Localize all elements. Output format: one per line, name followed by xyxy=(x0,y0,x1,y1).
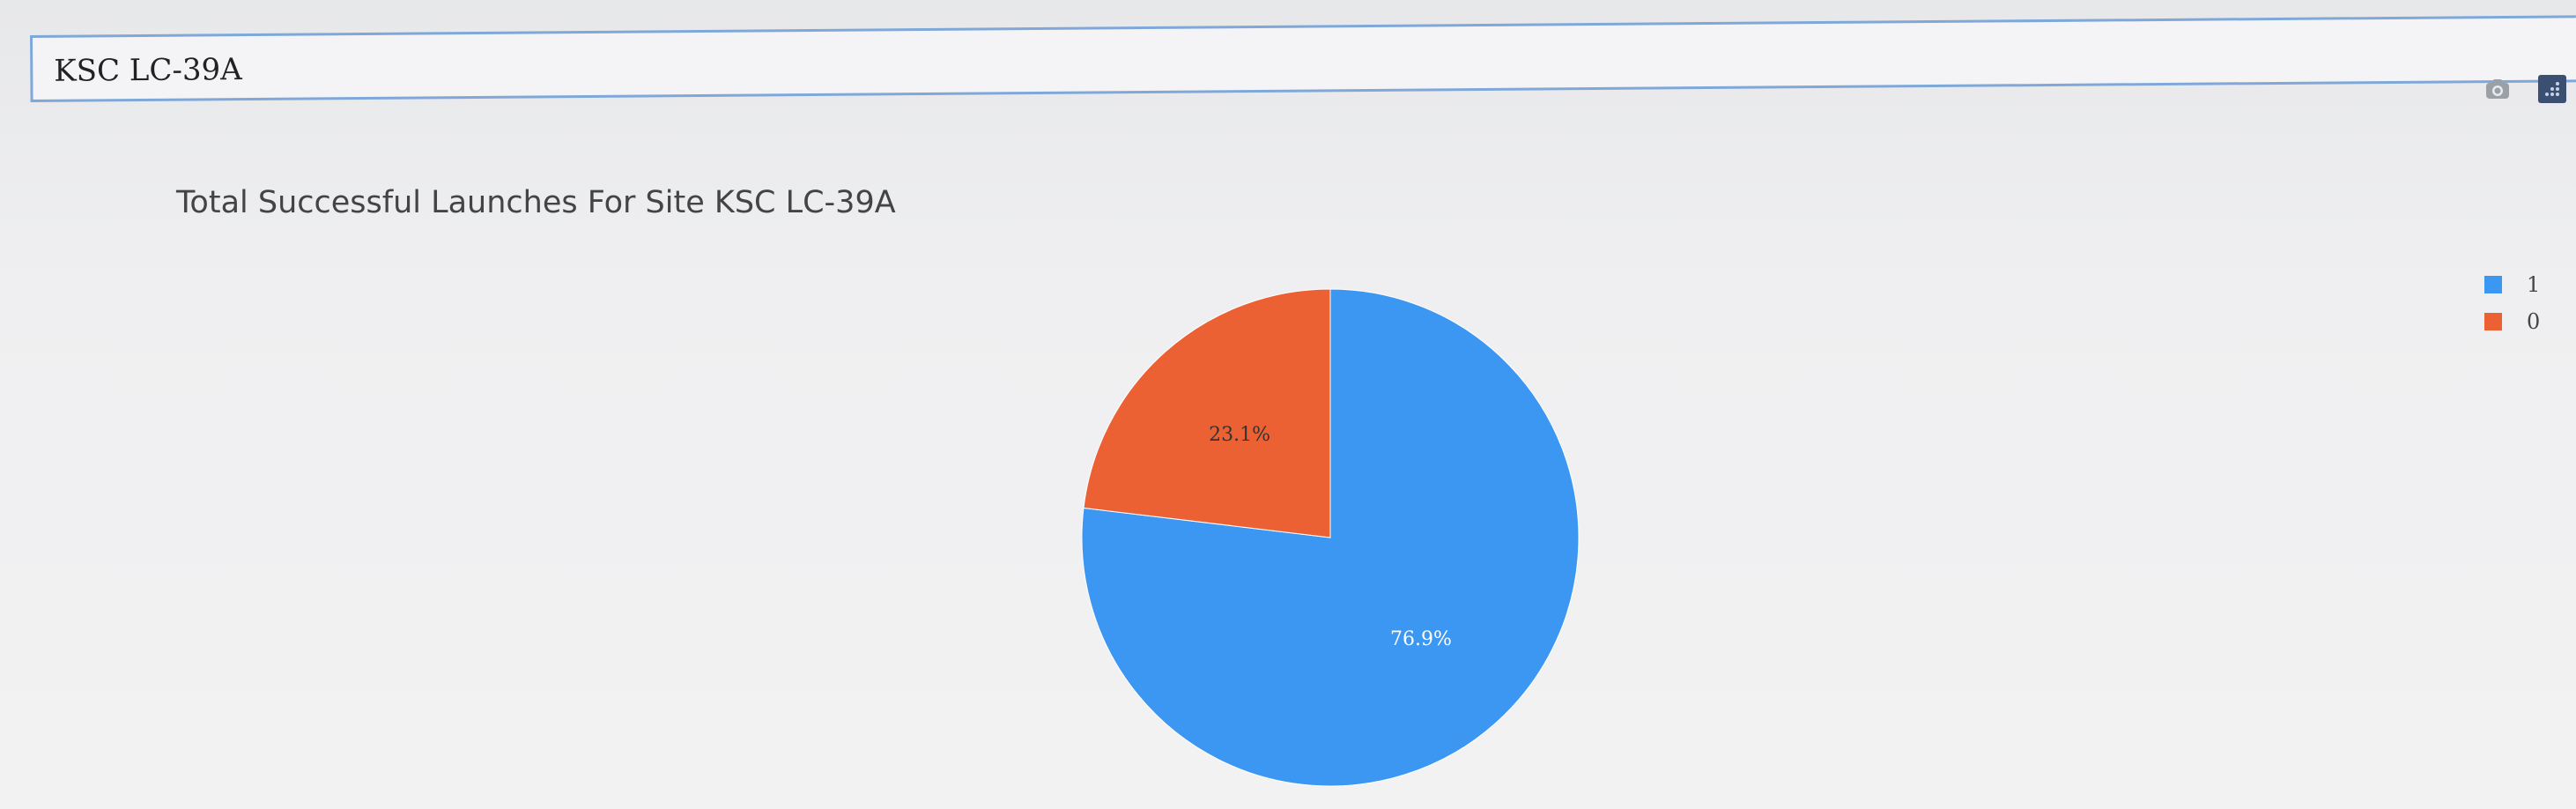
pie-label-1: 76.9% xyxy=(1390,628,1452,650)
pie-slice-0[interactable] xyxy=(1083,288,1331,538)
legend-item-0[interactable]: 0 xyxy=(2484,303,2540,340)
chart-modebar xyxy=(2483,74,2571,106)
legend-label-0: 0 xyxy=(2527,309,2541,334)
legend-item-1[interactable]: 1 xyxy=(2484,266,2540,303)
legend-swatch-1 xyxy=(2484,276,2502,293)
plotly-logo-icon[interactable] xyxy=(2537,74,2567,104)
pie-label-0: 23.1% xyxy=(1209,424,1270,446)
legend-label-1: 1 xyxy=(2527,272,2541,297)
legend-swatch-0 xyxy=(2484,313,2502,330)
chart-title: Total Successful Launches For Site KSC L… xyxy=(176,185,896,220)
camera-icon[interactable] xyxy=(2483,74,2513,104)
